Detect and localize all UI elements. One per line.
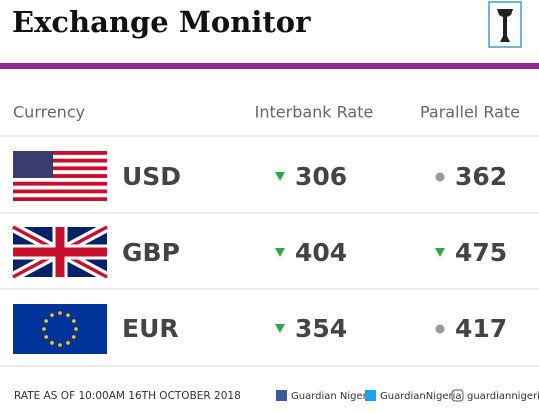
social-handle: guardiannigeria (467, 391, 539, 402)
trend-down (275, 248, 285, 257)
star (44, 335, 48, 339)
star (66, 341, 70, 345)
interbank-rate: 306 (295, 162, 347, 191)
currency-code: GBP (122, 238, 180, 267)
star (66, 313, 70, 317)
twitter-icon (365, 390, 376, 401)
social-handle: GuardianNigeria (380, 391, 462, 402)
currency-code: USD (122, 162, 181, 191)
star (74, 327, 78, 331)
parallel-rate: 362 (455, 162, 507, 191)
star (58, 343, 62, 347)
flag-eu (13, 304, 107, 354)
logo (488, 1, 522, 48)
divider-bar (0, 63, 539, 69)
trend-down (275, 172, 285, 181)
social-handle: Guardian Nigeria (291, 391, 376, 402)
footer-note: RATE AS OF 10:00AM 16TH OCTOBER 2018 (14, 390, 241, 402)
trend-flat (435, 324, 445, 334)
instagram-icon (451, 389, 464, 402)
currency-code: EUR (122, 314, 179, 343)
interbank-rate: 404 (295, 238, 347, 267)
trend-flat (435, 172, 445, 182)
facebook-icon (276, 390, 287, 401)
star (72, 319, 76, 323)
star (72, 335, 76, 339)
star (44, 319, 48, 323)
column-header: Parallel Rate (420, 103, 520, 122)
star (50, 313, 54, 317)
star (58, 311, 62, 315)
parallel-rate: 417 (455, 314, 507, 343)
flag-us (13, 151, 107, 201)
interbank-rate: 354 (295, 314, 347, 343)
trend-down (275, 324, 285, 333)
parallel-rate: 475 (455, 238, 507, 267)
row-separators (0, 135, 539, 367)
star (42, 327, 46, 331)
trend-down (435, 248, 445, 257)
column-header: Currency (13, 103, 85, 122)
column-header: Interbank Rate (255, 103, 374, 122)
title: Exchange Monitor (12, 5, 311, 39)
star (50, 341, 54, 345)
flag-uk (10, 222, 110, 282)
